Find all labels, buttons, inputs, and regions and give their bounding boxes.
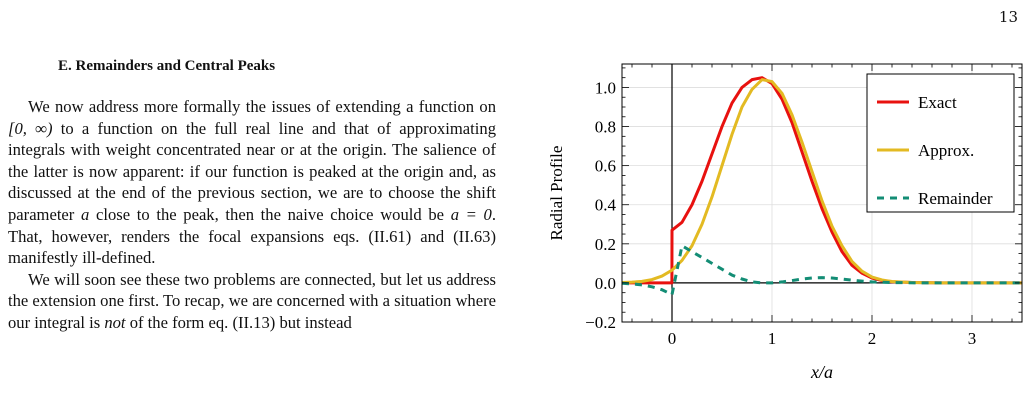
x-axis-label: x/a	[810, 362, 833, 382]
y-tick-label: 0.8	[595, 118, 616, 137]
figure: 0 1 2 3 −0.2 0.0 0.2 0.4 0.6 0.8 1.0 x/a Radial Prof…	[547, 60, 1032, 390]
legend-label: Remainder	[918, 189, 993, 208]
paragraph: We will soon see these two problems are …	[8, 269, 496, 334]
series-line-remainder	[621, 244, 1022, 297]
math-inline: a	[81, 204, 90, 224]
paragraph-text: We will soon see these two problems are …	[8, 269, 496, 332]
series-line-approx	[621, 78, 1022, 285]
section-heading: E. Remainders and Central Peaks	[58, 58, 276, 74]
paragraph-text: of the form eq. (II.13) but instead	[125, 312, 352, 332]
legend-box	[866, 73, 1015, 213]
paragraph-text: We now address more formally the issues …	[28, 97, 496, 116]
paragraph-text: close to the peak, then the naive choice…	[89, 204, 451, 224]
y-tick-label: 0.4	[595, 196, 617, 215]
y-tick-label: 0.0	[595, 274, 616, 293]
legend-label: Approx.	[918, 141, 974, 160]
y-tick-label: 0.2	[595, 235, 616, 254]
y-axis-label: Radial Profile	[550, 146, 566, 241]
y-tick-label: 0.6	[595, 157, 616, 176]
x-tick-label: 2	[868, 329, 877, 348]
paragraph-text: . That, however, renders the focal expan…	[8, 204, 496, 268]
page-number: 13	[998, 8, 1018, 26]
x-tick-label: 1	[768, 329, 777, 348]
x-tick-label: 3	[968, 329, 977, 348]
emphasis-text: not	[104, 312, 126, 332]
math-inline: [0, ∞)	[8, 118, 53, 138]
radial-profile-chart: 0 1 2 3 −0.2 0.0 0.2 0.4 0.6 0.8 1.0 x/a Radial Prof…	[547, 63, 1023, 382]
y-tick-label: 1.0	[595, 78, 616, 97]
legend-label: Exact	[918, 93, 957, 112]
y-tick-label: −0.2	[585, 313, 616, 332]
body-text: We now address more formally the issues …	[8, 96, 496, 418]
plot-frame	[621, 63, 1023, 323]
paragraph: We now address more formally the issues …	[8, 96, 496, 269]
x-tick-label: 0	[668, 329, 677, 348]
paragraph-text: to a function on the full real line and …	[8, 118, 496, 224]
math-inline: a = 0	[450, 204, 492, 224]
